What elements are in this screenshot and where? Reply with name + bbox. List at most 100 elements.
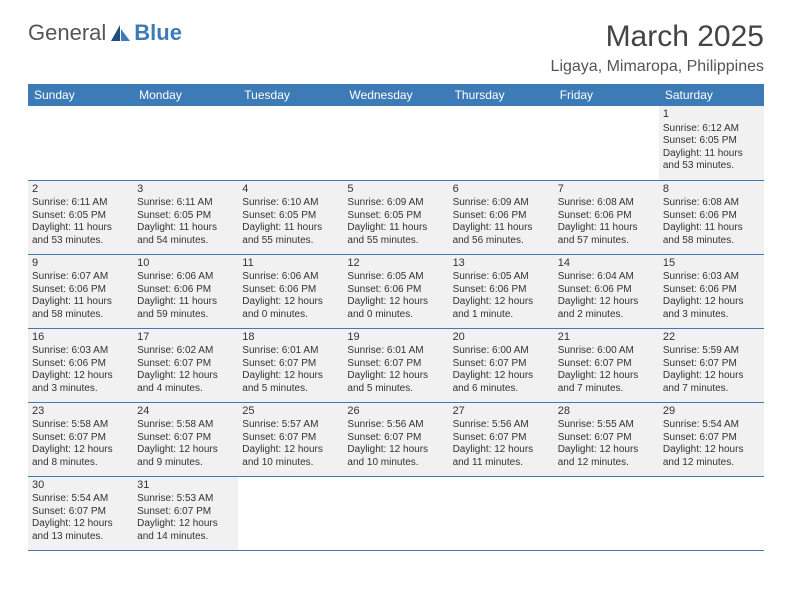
day-number: 5	[347, 183, 444, 197]
calendar-week-row: 9Sunrise: 6:07 AMSunset: 6:06 PMDaylight…	[28, 254, 764, 328]
day-number: 24	[137, 405, 234, 419]
weekday-header-row: SundayMondayTuesdayWednesdayThursdayFrid…	[28, 84, 764, 106]
calendar-day-cell: 30Sunrise: 5:54 AMSunset: 6:07 PMDayligh…	[28, 476, 133, 550]
sunrise-text: Sunrise: 5:56 AM	[453, 419, 550, 432]
daylight-text: Daylight: 12 hours and 6 minutes.	[453, 370, 550, 395]
daylight-text: Daylight: 11 hours and 58 minutes.	[32, 296, 129, 321]
calendar-day-cell: 18Sunrise: 6:01 AMSunset: 6:07 PMDayligh…	[238, 328, 343, 402]
day-number: 13	[453, 257, 550, 271]
daylight-text: Daylight: 12 hours and 12 minutes.	[558, 444, 655, 469]
sunrise-text: Sunrise: 6:05 AM	[453, 271, 550, 284]
weekday-header: Thursday	[449, 84, 554, 106]
sunrise-text: Sunrise: 6:01 AM	[347, 345, 444, 358]
daylight-text: Daylight: 11 hours and 58 minutes.	[663, 222, 760, 247]
day-number: 31	[137, 479, 234, 493]
daylight-text: Daylight: 11 hours and 54 minutes.	[137, 222, 234, 247]
sunset-text: Sunset: 6:07 PM	[137, 506, 234, 519]
sunrise-text: Sunrise: 5:57 AM	[242, 419, 339, 432]
location-subtitle: Ligaya, Mimaropa, Philippines	[551, 58, 764, 76]
calendar-day-cell: 27Sunrise: 5:56 AMSunset: 6:07 PMDayligh…	[449, 402, 554, 476]
daylight-text: Daylight: 12 hours and 9 minutes.	[137, 444, 234, 469]
daylight-text: Daylight: 11 hours and 53 minutes.	[32, 222, 129, 247]
weekday-header: Friday	[554, 84, 659, 106]
sunrise-text: Sunrise: 6:07 AM	[32, 271, 129, 284]
daylight-text: Daylight: 11 hours and 53 minutes.	[663, 148, 760, 173]
daylight-text: Daylight: 11 hours and 56 minutes.	[453, 222, 550, 247]
sunset-text: Sunset: 6:07 PM	[558, 358, 655, 371]
calendar-day-cell: 6Sunrise: 6:09 AMSunset: 6:06 PMDaylight…	[449, 180, 554, 254]
calendar-day-cell: 31Sunrise: 5:53 AMSunset: 6:07 PMDayligh…	[133, 476, 238, 550]
daylight-text: Daylight: 12 hours and 1 minute.	[453, 296, 550, 321]
calendar-week-row: 2Sunrise: 6:11 AMSunset: 6:05 PMDaylight…	[28, 180, 764, 254]
day-number: 25	[242, 405, 339, 419]
sunrise-text: Sunrise: 5:58 AM	[137, 419, 234, 432]
calendar-day-cell: 17Sunrise: 6:02 AMSunset: 6:07 PMDayligh…	[133, 328, 238, 402]
day-number: 14	[558, 257, 655, 271]
weekday-header: Saturday	[659, 84, 764, 106]
calendar-day-cell: 3Sunrise: 6:11 AMSunset: 6:05 PMDaylight…	[133, 180, 238, 254]
sunrise-text: Sunrise: 6:12 AM	[663, 123, 760, 136]
calendar-day-cell	[554, 106, 659, 180]
day-number: 26	[347, 405, 444, 419]
sunset-text: Sunset: 6:07 PM	[347, 432, 444, 445]
day-number: 29	[663, 405, 760, 419]
daylight-text: Daylight: 12 hours and 5 minutes.	[242, 370, 339, 395]
sunset-text: Sunset: 6:07 PM	[137, 432, 234, 445]
sunrise-text: Sunrise: 5:53 AM	[137, 493, 234, 506]
sunset-text: Sunset: 6:07 PM	[453, 432, 550, 445]
calendar-day-cell: 2Sunrise: 6:11 AMSunset: 6:05 PMDaylight…	[28, 180, 133, 254]
daylight-text: Daylight: 12 hours and 12 minutes.	[663, 444, 760, 469]
sunrise-text: Sunrise: 6:09 AM	[453, 197, 550, 210]
sunrise-text: Sunrise: 6:11 AM	[137, 197, 234, 210]
day-number: 4	[242, 183, 339, 197]
sunset-text: Sunset: 6:05 PM	[137, 210, 234, 223]
day-number: 28	[558, 405, 655, 419]
day-number: 20	[453, 331, 550, 345]
daylight-text: Daylight: 12 hours and 11 minutes.	[453, 444, 550, 469]
calendar-day-cell	[28, 106, 133, 180]
daylight-text: Daylight: 12 hours and 10 minutes.	[347, 444, 444, 469]
day-number: 6	[453, 183, 550, 197]
daylight-text: Daylight: 12 hours and 14 minutes.	[137, 518, 234, 543]
page-header: General Blue March 2025 Ligaya, Mimaropa…	[28, 20, 764, 76]
calendar-day-cell	[238, 476, 343, 550]
day-number: 19	[347, 331, 444, 345]
logo: General Blue	[28, 20, 182, 46]
calendar-day-cell: 8Sunrise: 6:08 AMSunset: 6:06 PMDaylight…	[659, 180, 764, 254]
sunrise-text: Sunrise: 6:11 AM	[32, 197, 129, 210]
sunset-text: Sunset: 6:07 PM	[137, 358, 234, 371]
daylight-text: Daylight: 12 hours and 0 minutes.	[347, 296, 444, 321]
calendar-day-cell: 13Sunrise: 6:05 AMSunset: 6:06 PMDayligh…	[449, 254, 554, 328]
day-number: 23	[32, 405, 129, 419]
daylight-text: Daylight: 12 hours and 3 minutes.	[663, 296, 760, 321]
sunrise-text: Sunrise: 5:54 AM	[663, 419, 760, 432]
calendar-day-cell	[238, 106, 343, 180]
calendar-day-cell: 15Sunrise: 6:03 AMSunset: 6:06 PMDayligh…	[659, 254, 764, 328]
day-number: 16	[32, 331, 129, 345]
title-block: March 2025 Ligaya, Mimaropa, Philippines	[551, 20, 764, 76]
sunrise-text: Sunrise: 6:09 AM	[347, 197, 444, 210]
calendar-day-cell: 5Sunrise: 6:09 AMSunset: 6:05 PMDaylight…	[343, 180, 448, 254]
month-title: March 2025	[551, 20, 764, 54]
daylight-text: Daylight: 11 hours and 57 minutes.	[558, 222, 655, 247]
daylight-text: Daylight: 12 hours and 10 minutes.	[242, 444, 339, 469]
daylight-text: Daylight: 12 hours and 3 minutes.	[32, 370, 129, 395]
calendar-day-cell: 7Sunrise: 6:08 AMSunset: 6:06 PMDaylight…	[554, 180, 659, 254]
daylight-text: Daylight: 11 hours and 59 minutes.	[137, 296, 234, 321]
calendar-day-cell: 19Sunrise: 6:01 AMSunset: 6:07 PMDayligh…	[343, 328, 448, 402]
sunrise-text: Sunrise: 6:02 AM	[137, 345, 234, 358]
calendar-day-cell: 25Sunrise: 5:57 AMSunset: 6:07 PMDayligh…	[238, 402, 343, 476]
calendar-week-row: 16Sunrise: 6:03 AMSunset: 6:06 PMDayligh…	[28, 328, 764, 402]
sunset-text: Sunset: 6:07 PM	[663, 432, 760, 445]
calendar-day-cell: 1Sunrise: 6:12 AMSunset: 6:05 PMDaylight…	[659, 106, 764, 180]
sunrise-text: Sunrise: 5:54 AM	[32, 493, 129, 506]
day-number: 27	[453, 405, 550, 419]
sunrise-text: Sunrise: 5:59 AM	[663, 345, 760, 358]
sunset-text: Sunset: 6:07 PM	[32, 506, 129, 519]
day-number: 9	[32, 257, 129, 271]
calendar-week-row: 1Sunrise: 6:12 AMSunset: 6:05 PMDaylight…	[28, 106, 764, 180]
calendar-day-cell: 24Sunrise: 5:58 AMSunset: 6:07 PMDayligh…	[133, 402, 238, 476]
sunrise-text: Sunrise: 6:06 AM	[242, 271, 339, 284]
sunset-text: Sunset: 6:06 PM	[137, 284, 234, 297]
sunset-text: Sunset: 6:07 PM	[242, 432, 339, 445]
